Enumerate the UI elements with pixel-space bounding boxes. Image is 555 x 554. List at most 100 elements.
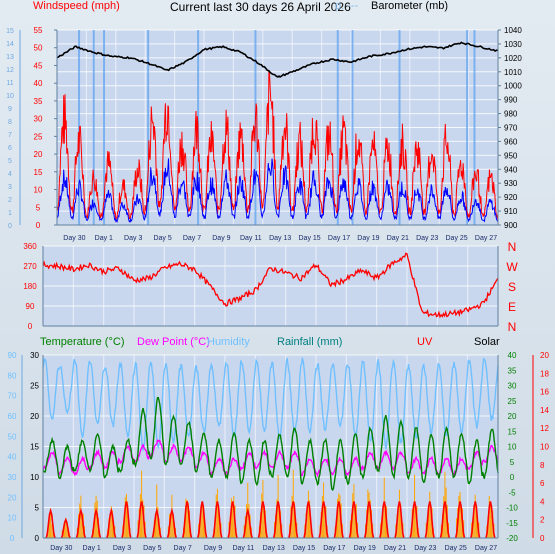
wind-outer-tick-label: 9 <box>8 106 12 113</box>
wind-direction-line <box>42 252 499 319</box>
baro-tick-label: 980 <box>504 110 518 119</box>
wind-tick-label: 40 <box>34 79 43 88</box>
wind-outer-tick-label: 8 <box>8 119 12 126</box>
humidity-tick-label: 70 <box>8 392 17 401</box>
uv-bump <box>45 507 56 539</box>
wind-outer-tick-label: 0 <box>8 223 12 230</box>
wind-tick-label: 30 <box>34 115 43 124</box>
temp-x-tick-label: Day 30 <box>50 545 72 552</box>
temp-x-tick-label: Day 9 <box>204 545 222 552</box>
wind-tick-label: 35 <box>34 97 43 106</box>
rain-tick-label: 40 <box>508 351 517 360</box>
uv-tick-label: 4 <box>540 497 545 506</box>
wind-tick-label: 15 <box>34 168 43 177</box>
barometer-line <box>56 41 499 78</box>
humidity-tick-label: 10 <box>8 514 17 523</box>
temp-x-tick-label: Day 7 <box>174 545 192 552</box>
rain-tick-label: 5 <box>510 458 515 467</box>
wind-outer-tick-label: 15 <box>6 28 14 35</box>
uv-bump <box>197 501 208 539</box>
uv-bump <box>227 501 238 539</box>
uv-bump <box>394 501 405 539</box>
wind-outer-tick-label: 11 <box>6 80 13 87</box>
humidity-tick-label: 20 <box>8 493 17 502</box>
wind-average-line <box>56 158 499 224</box>
wind-tick-label: 45 <box>34 61 43 70</box>
temp-x-tick-label: Day 23 <box>414 545 436 552</box>
uv-bump <box>166 507 178 539</box>
temp-tick-label: 20 <box>30 412 39 421</box>
direction-tick-label: 90 <box>26 302 35 311</box>
uv-bump <box>242 507 253 539</box>
wind-outer-tick-label: 6 <box>8 145 12 152</box>
temp-tick-label: 0 <box>35 534 40 543</box>
wind-outer-tick-label: 1 <box>8 210 12 217</box>
wind-outer-tick-label: 3 <box>8 184 12 191</box>
humidity-tick-label: 0 <box>10 534 15 543</box>
wind-outer-tick-label: 10 <box>6 93 14 100</box>
temp-x-tick-label: Day 15 <box>293 545 315 552</box>
uv-bump <box>454 501 466 539</box>
wind-x-tick-label: Day 7 <box>183 235 201 242</box>
rain-tick-label: -10 <box>506 504 518 513</box>
uv-tick-label: 0 <box>540 534 545 543</box>
wind-x-tick-label: Day 1 <box>95 235 113 242</box>
temp-x-tick-label: Day 25 <box>445 545 467 552</box>
humidity-tick-label: 80 <box>8 371 17 380</box>
humidity-tick-label: 50 <box>8 432 17 441</box>
temp-x-tick-label: Day 3 <box>113 545 131 552</box>
wind-outer-tick-label: 5 <box>8 158 12 165</box>
legend-temperature: Temperature (°C) <box>40 336 125 348</box>
compass-label: N <box>508 240 517 254</box>
baro-tick-label: 1030 <box>504 40 522 49</box>
uv-bump <box>212 501 223 539</box>
compass-label: W <box>506 260 518 274</box>
wind-x-tick-label: Day 17 <box>328 235 350 242</box>
humidity-tick-label: 40 <box>8 453 17 462</box>
legend-uv: UV <box>417 336 433 348</box>
barometer-axis-title: Barometer (mb) <box>371 0 449 12</box>
baro-tick-label: 1000 <box>504 82 522 91</box>
uv-bump <box>470 501 481 539</box>
rain-tick-label: 30 <box>508 382 517 391</box>
uv-tick-label: 12 <box>540 424 549 433</box>
series-layer <box>42 41 499 539</box>
uv-bump <box>379 501 390 539</box>
wind-tick-label: 0 <box>36 221 41 230</box>
temperature-line <box>42 397 499 492</box>
wind-gust-line <box>56 70 499 221</box>
uv-tick-label: 10 <box>540 443 549 452</box>
rain-tick-label: -15 <box>506 519 518 528</box>
uv-tick-label: 16 <box>540 388 549 397</box>
temp-tick-label: 10 <box>30 473 39 482</box>
uv-bump <box>424 501 435 539</box>
baro-tick-label: 920 <box>504 193 518 202</box>
rain-tick-label: -20 <box>506 534 518 543</box>
temp-x-tick-label: Day 21 <box>384 545 406 552</box>
wind-tick-label: 55 <box>34 26 43 35</box>
wind-tick-label: 10 <box>34 186 43 195</box>
wind-x-tick-label: Day 5 <box>153 235 171 242</box>
legend-dew-point: Dew Point (°C) <box>137 336 210 348</box>
uv-bump <box>181 501 193 539</box>
wind-x-tick-label: Day 9 <box>212 235 230 242</box>
baro-tick-label: 1010 <box>504 68 522 77</box>
baro-tick-label: 950 <box>504 151 518 160</box>
wind-tick-label: 20 <box>34 150 43 159</box>
direction-tick-label: 360 <box>23 242 37 251</box>
uv-tick-label: 18 <box>540 369 549 378</box>
legend-humidity: Humidity <box>207 336 250 348</box>
humidity-line <box>42 356 499 452</box>
compass-label: N <box>508 320 517 334</box>
uv-tick-label: 8 <box>540 461 545 470</box>
rain-tick-label: -5 <box>508 488 516 497</box>
wind-tick-label: 25 <box>34 132 43 141</box>
baro-tick-label: 960 <box>504 137 518 146</box>
rain-tick-label: 25 <box>508 397 517 406</box>
wind-x-tick-label: Day 13 <box>269 235 291 242</box>
wind-x-tick-label: Day 19 <box>357 235 379 242</box>
wind-tick-label: 5 <box>36 203 41 212</box>
uv-bump <box>348 501 360 539</box>
